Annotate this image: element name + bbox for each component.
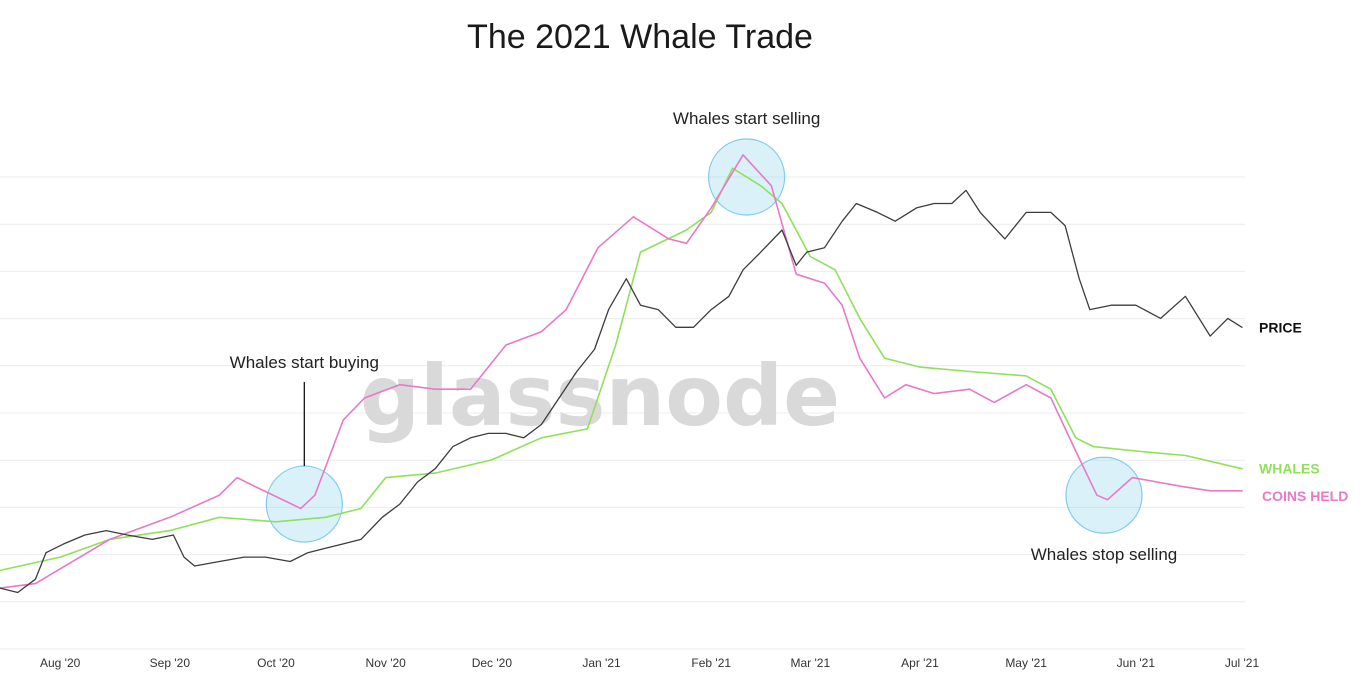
chart-title: The 2021 Whale Trade xyxy=(467,18,813,56)
x-tick-label: Oct '20 xyxy=(257,656,295,670)
annotation-label: Whales start buying xyxy=(230,353,379,372)
series-line-whales xyxy=(0,167,1243,572)
x-tick-label: Jun '21 xyxy=(1117,656,1156,670)
annotation-layer: Whales start buying Whales start selling W… xyxy=(230,109,1178,564)
x-tick-label: Dec '20 xyxy=(472,656,513,670)
x-tick-label: Nov '20 xyxy=(366,656,407,670)
x-tick-label: Feb '21 xyxy=(691,656,731,670)
x-tick-label: May '21 xyxy=(1005,656,1047,670)
series-line-coins-held xyxy=(0,154,1243,589)
highlight-circle xyxy=(1065,456,1143,534)
x-tick-label: Jul '21 xyxy=(1225,656,1260,670)
x-tick-label: Aug '20 xyxy=(40,656,81,670)
annotation-label: Whales start selling xyxy=(673,109,820,128)
grid-layer xyxy=(0,176,1245,650)
x-tick-label: Sep '20 xyxy=(150,656,191,670)
x-axis: Aug '20 Sep '20 Oct '20 Nov '20 Dec '20 Jan '… xyxy=(40,656,1259,670)
series-line-price xyxy=(0,189,1243,594)
highlight-circle xyxy=(265,465,343,543)
series-label-whales: WHALES xyxy=(1259,461,1320,477)
watermark: glassnode xyxy=(360,347,840,445)
highlight-layer xyxy=(265,138,1143,543)
x-tick-label: Apr '21 xyxy=(901,656,939,670)
series-label-coins-held: COINS HELD xyxy=(1262,488,1348,504)
series-label-price: PRICE xyxy=(1259,319,1302,335)
x-tick-label: Mar '21 xyxy=(790,656,830,670)
annotation-label: Whales stop selling xyxy=(1031,545,1177,564)
series-layer: PRICE WHALES COINS HELD xyxy=(0,154,1348,594)
x-tick-label: Jan '21 xyxy=(582,656,621,670)
